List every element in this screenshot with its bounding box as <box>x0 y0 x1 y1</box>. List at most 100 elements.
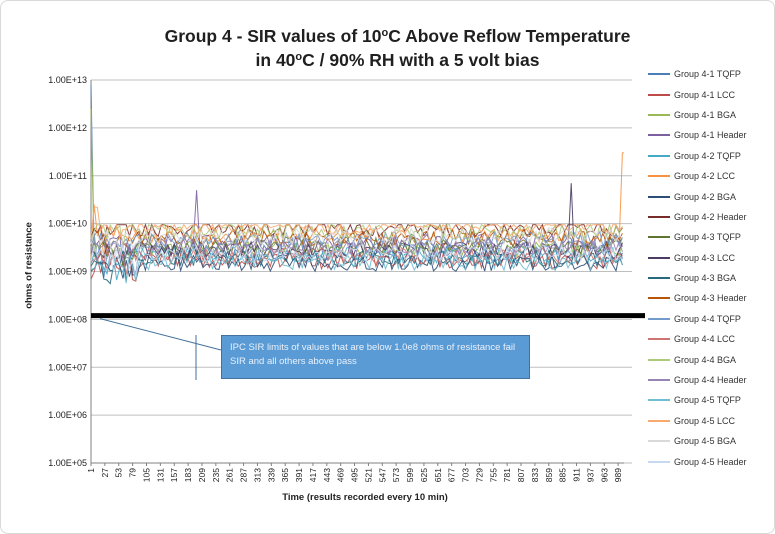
legend-label: Group 4-5 BGA <box>674 436 737 447</box>
threshold-annotation: IPC SIR limits of values that are below … <box>221 335 530 379</box>
x-tick-label: 339 <box>266 468 276 482</box>
legend-label: Group 4-5 Header <box>674 456 747 467</box>
legend-item: Group 4-3 BGA <box>648 268 773 288</box>
legend-label: Group 4-3 Header <box>674 293 747 304</box>
series-line <box>90 225 623 261</box>
x-tick-label: 573 <box>391 468 401 482</box>
series-line <box>90 243 623 278</box>
legend-swatch <box>648 460 670 463</box>
legend-swatch <box>648 297 670 300</box>
legend-swatch <box>648 195 670 198</box>
y-axis-label: ohms of resistance <box>23 222 35 309</box>
x-tick-label: 209 <box>197 468 207 482</box>
legend-label: Group 4-5 LCC <box>674 415 736 426</box>
legend-swatch <box>648 338 670 341</box>
series-line <box>90 248 623 285</box>
y-tick-label: 1.00E+05 <box>48 458 87 468</box>
legend-swatch <box>648 134 670 137</box>
x-tick-label: 807 <box>516 468 526 482</box>
legend-label: Group 4-4 Header <box>674 375 747 386</box>
x-tick-label: 1 <box>86 468 96 473</box>
legend-item: Group 4-3 LCC <box>648 248 773 268</box>
legend-item: Group 4-3 Header <box>648 288 773 308</box>
x-tick-label: 521 <box>363 468 373 482</box>
y-tick-label: 1.00E+12 <box>48 123 87 133</box>
x-tick-label: 625 <box>419 468 429 482</box>
x-tick-label: 53 <box>114 468 124 478</box>
legend-item: Group 4-2 LCC <box>648 166 773 186</box>
chart-title-line-2: in 40oC / 90% RH with a 5 volt bias <box>255 50 540 70</box>
legend-swatch <box>648 113 670 116</box>
legend-swatch <box>648 175 670 178</box>
x-tick-label: 365 <box>280 468 290 482</box>
series-line <box>90 251 623 284</box>
series-line <box>90 152 624 258</box>
legend-item: Group 4-1 LCC <box>648 84 773 104</box>
legend-swatch <box>648 440 670 443</box>
chart-title-line-1: Group 4 - SIR values of 10oC Above Reflo… <box>164 26 631 46</box>
legend-label: Group 4-1 BGA <box>674 109 737 120</box>
legend-label: Group 4-3 TQFP <box>674 232 741 243</box>
y-tick-label: 1.00E+10 <box>48 219 87 229</box>
legend-item: Group 4-4 Header <box>648 370 773 390</box>
x-axis-label: Time (results recorded every 10 min) <box>282 492 448 503</box>
x-tick-label: 469 <box>336 468 346 482</box>
x-tick-label: 833 <box>530 468 540 482</box>
x-tick-label: 27 <box>100 468 110 478</box>
x-tick-label: 547 <box>377 468 387 482</box>
legend-label: Group 4-1 TQFP <box>674 69 741 80</box>
x-tick-label: 989 <box>613 468 623 482</box>
legend-swatch <box>648 358 670 361</box>
legend-swatch <box>648 215 670 218</box>
y-tick-label: 1.00E+13 <box>48 75 87 85</box>
x-tick-label: 105 <box>141 468 151 482</box>
y-tick-label: 1.00E+06 <box>48 410 87 420</box>
x-tick-label: 885 <box>558 468 568 482</box>
legend-swatch <box>648 277 670 280</box>
x-tick-label: 651 <box>433 468 443 482</box>
legend-item: Group 4-1 TQFP <box>648 64 773 84</box>
series-line <box>90 253 623 280</box>
legend-label: Group 4-2 TQFP <box>674 150 741 161</box>
legend-label: Group 4-2 LCC <box>674 171 736 182</box>
legend-item: Group 4-2 TQFP <box>648 146 773 166</box>
y-tick-label: 1.00E+11 <box>49 171 87 181</box>
series-line <box>90 222 623 246</box>
x-tick-label: 781 <box>502 468 512 482</box>
legend-item: Group 4-5 BGA <box>648 431 773 451</box>
y-tick-label: 1.00E+09 <box>48 267 87 277</box>
x-tick-label: 599 <box>405 468 415 482</box>
legend-swatch <box>648 399 670 402</box>
legend-label: Group 4-4 BGA <box>674 354 737 365</box>
y-tick-label: 1.00E+08 <box>48 314 87 324</box>
x-tick-label: 313 <box>252 468 262 482</box>
x-tick-label: 703 <box>461 468 471 482</box>
legend-label: Group 4-4 LCC <box>674 334 736 345</box>
x-tick-label: 391 <box>294 468 304 482</box>
legend-item: Group 4-3 TQFP <box>648 227 773 247</box>
x-tick-label: 963 <box>599 468 609 482</box>
x-tick-label: 79 <box>128 468 138 478</box>
x-tick-label: 937 <box>585 468 595 482</box>
series-line <box>90 206 623 240</box>
y-tick-label: 1.00E+07 <box>48 362 87 372</box>
legend-swatch <box>648 73 670 76</box>
legend-label: Group 4-4 TQFP <box>674 313 741 324</box>
legend-item: Group 4-5 LCC <box>648 411 773 431</box>
legend-swatch <box>648 154 670 157</box>
legend-label: Group 4-1 Header <box>674 130 747 141</box>
x-tick-label: 417 <box>308 468 318 482</box>
legend-label: Group 4-2 BGA <box>674 191 737 202</box>
legend-swatch <box>648 93 670 96</box>
x-tick-label: 261 <box>225 468 235 482</box>
x-tick-label: 911 <box>572 468 582 482</box>
legend-swatch <box>648 419 670 422</box>
x-tick-label: 183 <box>183 468 193 482</box>
legend-label: Group 4-5 TQFP <box>674 395 741 406</box>
legend-label: Group 4-3 BGA <box>674 273 737 284</box>
legend: Group 4-1 TQFP Group 4-1 LCC Group 4-1 BGA… <box>648 64 773 472</box>
x-tick-label: 131 <box>155 468 165 482</box>
x-tick-label: 443 <box>322 468 332 482</box>
x-tick-label: 677 <box>447 468 457 482</box>
